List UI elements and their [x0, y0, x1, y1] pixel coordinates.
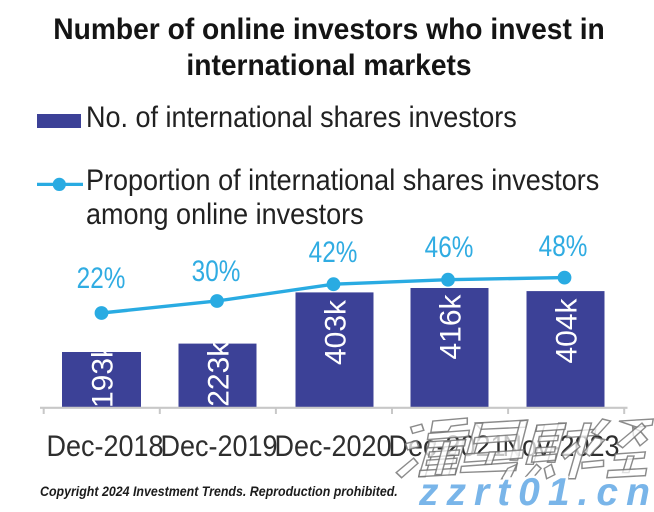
svg-text:404k: 404k	[551, 297, 584, 363]
svg-text:zzrt01.cn: zzrt01.cn	[418, 471, 654, 512]
svg-text:193k: 193k	[87, 342, 120, 408]
svg-text:223k: 223k	[203, 341, 236, 407]
svg-text:403k: 403k	[320, 299, 353, 365]
svg-text:416k: 416k	[435, 293, 468, 359]
